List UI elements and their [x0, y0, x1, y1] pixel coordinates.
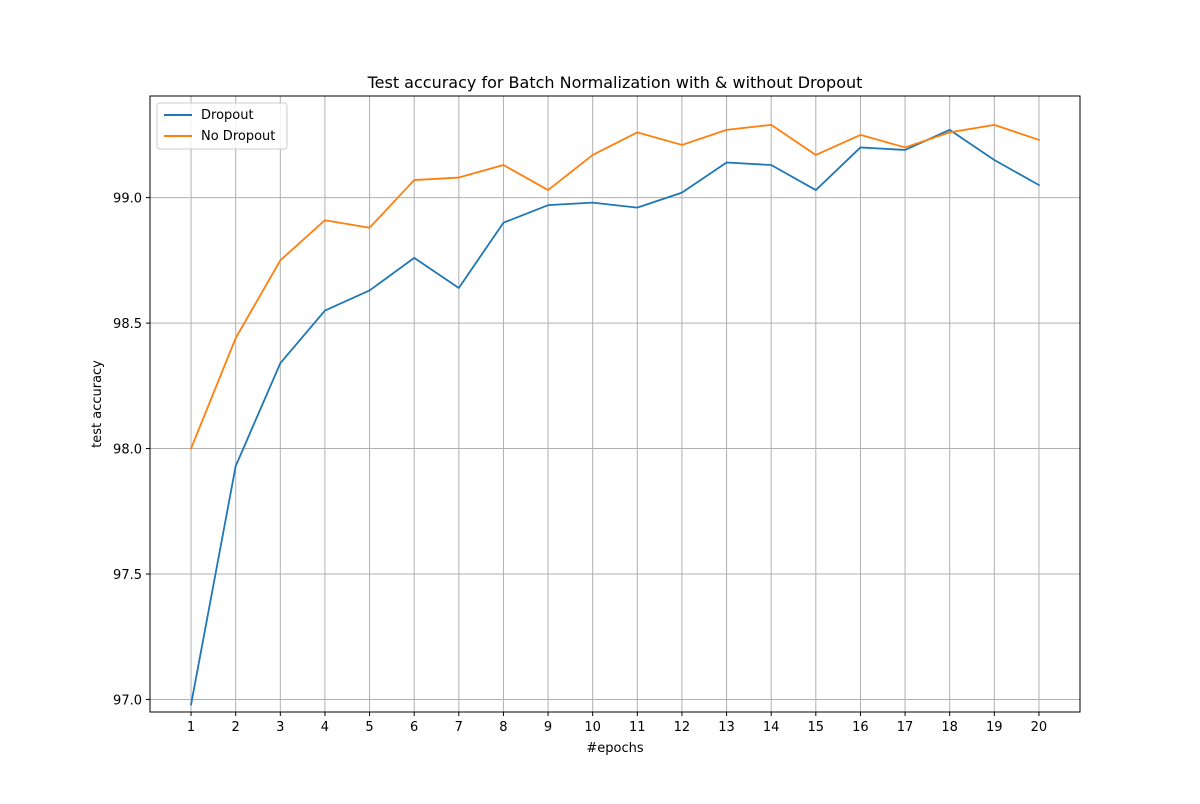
x-tick-label: 3 [276, 720, 284, 735]
y-tick-label: 98.5 [113, 317, 142, 332]
series-lines [189, 123, 1041, 706]
x-tick-label: 14 [763, 720, 780, 735]
x-tick-label: 8 [499, 720, 507, 735]
x-tick-label: 12 [674, 720, 691, 735]
y-axis-ticks: 97.0 97.5 98.0 98.5 99.0 [113, 192, 150, 708]
y-axis-label: test accuracy [90, 360, 105, 448]
x-tick-label: 20 [1031, 720, 1048, 735]
series-line-dropout [190, 128, 1041, 706]
series-line-no-dropout [189, 123, 1041, 450]
x-tick-label: 1 [187, 720, 195, 735]
x-tick-label: 2 [232, 720, 240, 735]
x-tick-label: 15 [808, 720, 825, 735]
legend-label-no-dropout: No Dropout [201, 129, 275, 144]
x-tick-label: 5 [365, 720, 373, 735]
x-tick-label: 19 [986, 720, 1003, 735]
x-tick-label: 10 [584, 720, 601, 735]
x-tick-label: 6 [410, 720, 418, 735]
y-tick-label: 97.5 [113, 568, 142, 583]
x-tick-label: 11 [629, 720, 646, 735]
x-axis-label: #epochs [586, 741, 643, 756]
y-tick-label: 98.0 [113, 443, 142, 458]
plot-frame [149, 95, 1081, 713]
legend-label-dropout: Dropout [201, 108, 254, 123]
x-tick-label: 7 [455, 720, 463, 735]
grid-lines [150, 96, 1080, 712]
x-tick-label: 4 [321, 720, 329, 735]
y-tick-label: 99.0 [113, 192, 142, 207]
x-tick-label: 13 [718, 720, 735, 735]
chart-title: Test accuracy for Batch Normalization wi… [367, 73, 863, 92]
x-tick-label: 9 [544, 720, 552, 735]
y-tick-label: 97.0 [113, 693, 142, 708]
x-tick-label: 16 [852, 720, 869, 735]
x-axis-ticks: 1 2 3 4 5 6 7 8 9 10 11 12 13 14 15 16 17 18 19 20 [187, 712, 1047, 735]
legend: Dropout No Dropout [156, 102, 288, 150]
x-tick-label: 17 [897, 720, 914, 735]
x-tick-label: 18 [941, 720, 958, 735]
